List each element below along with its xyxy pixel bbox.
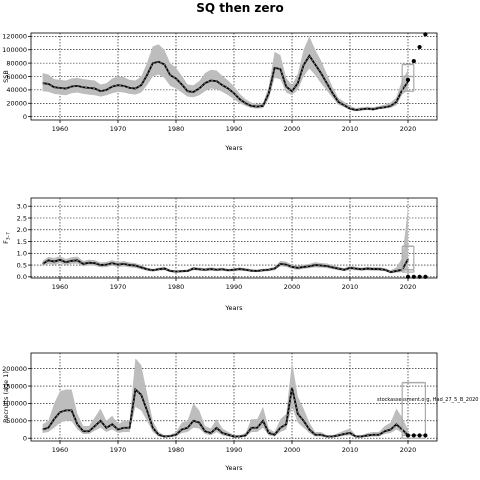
- recruitment-projection-range: [401, 381, 426, 439]
- recruitment-projection-point-2020: [405, 433, 411, 438]
- recruitment-xtick-label-1990: 1990: [226, 446, 243, 454]
- recruitment-xtick-label-2010: 2010: [342, 446, 359, 454]
- recruitment-xtick-label-1960: 1960: [52, 446, 69, 454]
- ssb-xtick-label-2000: 2000: [284, 125, 301, 133]
- f-ylabel-text: F: [2, 240, 10, 244]
- f-ytick-label-2: 1.0: [17, 250, 27, 258]
- f-xlabel: Years: [224, 304, 243, 312]
- recruitment-ytick-label-4: 200000: [2, 365, 27, 373]
- f-ylabel: F3–7: [2, 232, 12, 244]
- f-xtick-label-2010: 2010: [342, 283, 359, 291]
- ssb-projection-range: [401, 63, 415, 92]
- f-xtick-label-2000: 2000: [284, 283, 301, 291]
- ssb-xtick-label-1960: 1960: [52, 125, 69, 133]
- f-ytick-label-4: 2.0: [17, 226, 27, 234]
- f-ytick-label-3: 1.5: [17, 238, 27, 246]
- recruitment-ytick-label-0: 0: [23, 435, 27, 443]
- recruitment-annotation: stockassessment.org, Had_27_5_B_2020: [377, 397, 478, 403]
- panel-ssb: SSB Years 1960 1970 1980 1990 2000 2010 2020 0 2…: [2, 32, 438, 152]
- figure-title: SQ then zero: [196, 1, 283, 15]
- ssb-projection-point-2020: [405, 77, 411, 82]
- f-xtick-label-1960: 1960: [52, 283, 69, 291]
- recruitment-ytick-label-1: 50000: [6, 417, 27, 425]
- ssb-ytick-label-0: 0: [23, 113, 27, 121]
- f-median-dash: [42, 258, 409, 273]
- f-xtick-label-2020: 2020: [400, 283, 417, 291]
- f-projection-range: [401, 245, 415, 273]
- f-ytick-label-1: 0.5: [17, 261, 27, 269]
- panel-f: F3–7 Years 1960 1970 1980 1990 2000 2010 2020 0…: [2, 197, 438, 312]
- ssb-median-dash: [42, 55, 409, 111]
- f-xtick-label-1970: 1970: [110, 283, 127, 291]
- recruitment-ytick-label-2: 100000: [2, 400, 27, 408]
- recruitment-xtick-label-2000: 2000: [284, 446, 301, 454]
- f-xtick-label-1980: 1980: [168, 283, 185, 291]
- ssb-xtick-label-2020: 2020: [400, 125, 417, 133]
- recruitment-xtick-label-2020: 2020: [400, 446, 417, 454]
- ssb-ytick-label-2: 40000: [6, 86, 27, 94]
- ssb-confidence-band: [42, 36, 408, 112]
- ssb-xtick-label-1970: 1970: [110, 125, 127, 133]
- recruitment-ylabel: Recruits (age 1): [2, 371, 10, 423]
- recruitment-confidence-band: [42, 358, 408, 438]
- recruitment-projection-point-2021: [411, 433, 416, 438]
- recruitment-projection-point-2022: [417, 433, 422, 438]
- f-xtick-label-1990: 1990: [226, 283, 243, 291]
- ssb-ytick-label-5: 100000: [2, 46, 27, 54]
- recruitment-xtick-label-1980: 1980: [168, 446, 185, 454]
- ssb-xtick-label-2010: 2010: [342, 125, 359, 133]
- ssb-ytick-label-1: 20000: [6, 100, 27, 108]
- recruitment-ytick-label-3: 150000: [2, 382, 27, 390]
- recruitment-median-line: [42, 387, 409, 438]
- ssb-ytick-label-6: 120000: [2, 33, 27, 41]
- ssb-ylabel: SSB: [2, 70, 10, 83]
- f-ytick-label-5: 2.5: [17, 214, 27, 222]
- f-ytick-label-0: 0.0: [17, 273, 27, 281]
- ssb-xlabel: Years: [224, 144, 243, 152]
- ssb-xtick-label-1980: 1980: [168, 125, 185, 133]
- ssb-xtick-label-1990: 1990: [226, 125, 243, 133]
- ssb-projection-point-2022: [417, 44, 422, 50]
- recruitment-xlabel: Years: [224, 464, 243, 472]
- ssb-ytick-label-4: 80000: [6, 59, 27, 67]
- ssb-ytick-label-3: 60000: [6, 73, 27, 81]
- ssb-projection-point-2021: [411, 59, 416, 64]
- f-ytick-label-6: 3.0: [17, 203, 27, 211]
- panel-recruitment: Recruits (age 1) Years stockassessment.o…: [2, 352, 478, 472]
- f-ylabel-range: 3–7: [6, 232, 12, 240]
- recruitment-projection-point-2023: [423, 433, 428, 438]
- recruitment-xtick-label-1970: 1970: [110, 446, 127, 454]
